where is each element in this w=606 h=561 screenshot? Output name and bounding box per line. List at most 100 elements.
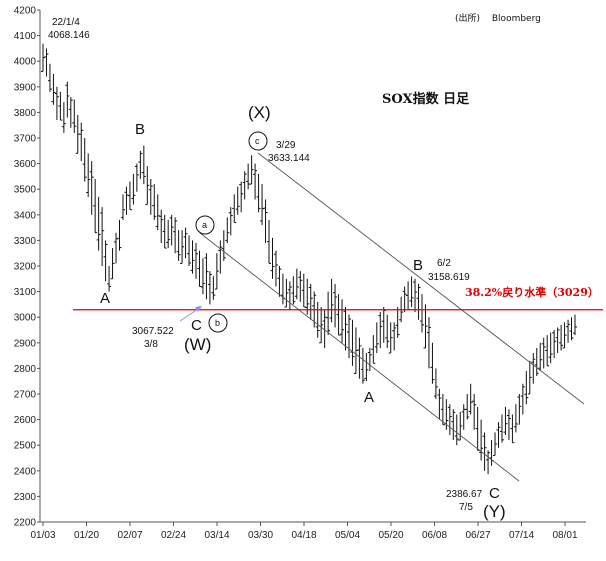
- ohlc-bar: [197, 250, 202, 287]
- ohlc-bar: [357, 337, 362, 379]
- b2-value-label: 3158.619: [428, 272, 470, 283]
- ohlc-bar: [451, 409, 456, 441]
- x-date-label: 3/29: [276, 140, 296, 151]
- y-tick-label: 3100: [14, 287, 37, 298]
- x-tick-label: 05/04: [335, 530, 360, 541]
- ohlc-bar: [162, 214, 167, 249]
- ohlc-bar: [190, 240, 195, 274]
- wave-label-c2: C: [489, 485, 500, 502]
- ohlc-bar: [152, 184, 157, 220]
- ohlc-bar: [496, 422, 501, 448]
- y-tick-label: 3200: [14, 262, 37, 273]
- ohlc-bar: [68, 97, 73, 128]
- wave-label-a1: A: [100, 290, 110, 307]
- ohlc-bar: [499, 414, 504, 443]
- y-tick-label: 4100: [14, 31, 37, 42]
- ohlc-bar: [169, 214, 174, 246]
- ohlc-bar: [180, 230, 185, 264]
- ohlc-bar: [54, 86, 59, 121]
- ohlc-bar: [437, 388, 442, 420]
- ohlc-bar: [287, 281, 292, 310]
- ohlc-bar: [573, 314, 577, 336]
- peak-date-label: 22/1/4: [52, 17, 80, 28]
- ohlc-bar: [559, 324, 564, 351]
- y-tick-label: 3700: [14, 134, 37, 145]
- ohlc-bar: [47, 63, 52, 92]
- ohlc-bar: [343, 306, 348, 351]
- ohlc-bar: [364, 353, 369, 382]
- ohlc-bar: [260, 184, 265, 226]
- svg-text:c: c: [255, 136, 260, 146]
- ohlc-bar: [75, 114, 80, 154]
- y-tick-label: 3600: [14, 159, 37, 170]
- y-date-label: 7/5: [459, 502, 473, 513]
- w-pointer-arrow: [179, 306, 202, 322]
- ohlc-bar: [472, 394, 477, 430]
- y-tick-label: 2800: [14, 364, 37, 375]
- x-axis-ticks: 01/03 01/20 02/07 02/24 03/14 03/30 04/18 05/04…: [30, 522, 578, 541]
- ohlc-bar: [423, 304, 428, 349]
- ohlc-bar: [270, 237, 275, 279]
- ohlc-bar: [531, 353, 536, 384]
- ohlc-bar: [385, 314, 390, 348]
- ohlc-bar: [284, 278, 289, 308]
- ohlc-bar: [103, 240, 108, 282]
- wave-label-a2: A: [364, 389, 374, 406]
- ohlc-bar: [350, 319, 355, 366]
- ohlc-bar: [340, 299, 345, 343]
- x-tick-label: 01/03: [30, 530, 55, 541]
- y-tick-label: 2700: [14, 390, 37, 401]
- ohlc-bar: [374, 322, 379, 354]
- y-tick-label: 2200: [14, 518, 37, 529]
- ohlc-bar: [187, 235, 192, 266]
- ohlc-bar: [378, 312, 383, 348]
- y-tick-label: 4000: [14, 57, 37, 68]
- y-value-label: 2386.67: [446, 489, 483, 500]
- ohlc-bar: [253, 163, 258, 200]
- ohlc-bar: [107, 266, 112, 292]
- ohlc-bar: [482, 432, 487, 471]
- ohlc-bar: [360, 347, 365, 384]
- y-tick-label: 3800: [14, 108, 37, 119]
- ohlc-bar: [173, 217, 178, 254]
- b2-date-label: 6/2: [437, 258, 451, 269]
- y-tick-label: 2300: [14, 492, 37, 503]
- ohlc-bar: [235, 186, 240, 215]
- ohlc-bar: [489, 440, 494, 466]
- ohlc-bar: [517, 394, 522, 425]
- ohlc-bar: [520, 383, 525, 415]
- wave-label-c1: C: [191, 317, 202, 334]
- y-tick-label: 2600: [14, 415, 37, 426]
- ohlc-bar: [346, 314, 351, 359]
- retracement-label: 38.2%戻り水準（3029）: [465, 285, 599, 299]
- ohlc-bar: [308, 283, 313, 320]
- ohlc-bar: [465, 394, 470, 420]
- wave-label-b1: B: [135, 121, 145, 138]
- channel-upper-line: [257, 152, 585, 405]
- ohlc-bar: [426, 317, 431, 369]
- x-tick-label: 04/18: [291, 530, 316, 541]
- x-tick-label: 03/14: [204, 530, 229, 541]
- circle-label-b: b: [208, 313, 228, 333]
- ohlc-bar: [148, 178, 153, 215]
- trend-channel: [199, 152, 585, 482]
- ohlc-bar: [566, 319, 571, 343]
- y-tick-label: 2400: [14, 466, 37, 477]
- ohlc-bar: [447, 404, 452, 435]
- chart-title: SOX指数 日足: [382, 91, 470, 107]
- x-tick-label: 06/08: [422, 530, 447, 541]
- ohlc-bar: [392, 322, 397, 351]
- circle-label-a: a: [195, 215, 215, 235]
- ohlc-bar: [58, 91, 63, 121]
- ohlc-bar: [430, 342, 435, 384]
- ohlc-bar: [72, 99, 77, 133]
- ohlc-bar: [93, 178, 98, 234]
- ohlc-bar: [513, 404, 518, 433]
- ohlc-bar: [454, 414, 459, 446]
- wave-label-x: (X): [248, 103, 271, 122]
- ohlc-bar: [96, 196, 101, 251]
- ohlc-bar: [326, 291, 331, 336]
- ohlc-bar: [329, 278, 334, 323]
- ohlc-bar: [506, 409, 511, 441]
- ohlc-bar: [159, 209, 164, 243]
